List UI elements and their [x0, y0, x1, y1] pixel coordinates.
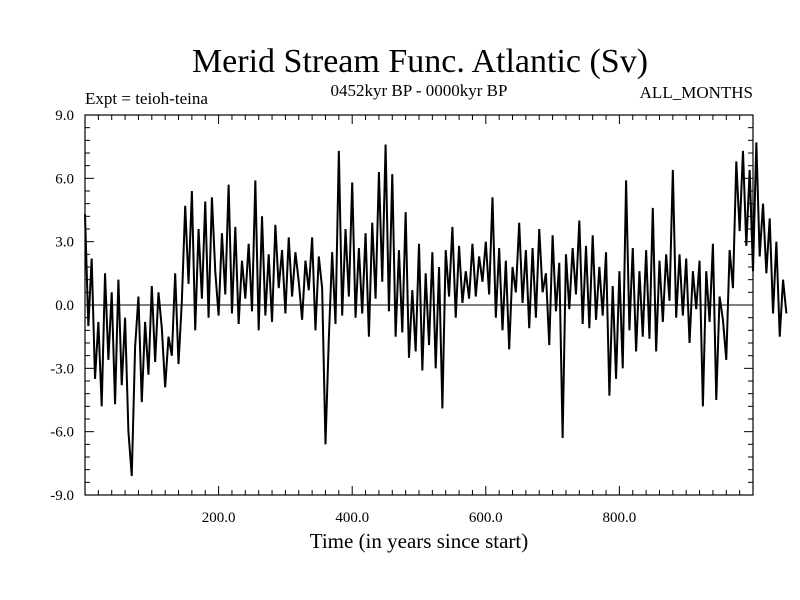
y-tick-label: -6.0: [50, 425, 74, 441]
period-label: 0452kyr BP - 0000kyr BP: [331, 81, 508, 100]
y-tick-label: 0.0: [55, 298, 74, 314]
series-line-0: [84, 142, 788, 477]
chart-title: Merid Stream Func. Atlantic (Sv): [192, 43, 648, 80]
months-label: ALL_MONTHS: [640, 83, 753, 102]
x-tick-label: 600.0: [469, 510, 503, 526]
x-tick-label: 400.0: [335, 510, 369, 526]
y-tick-label: -9.0: [50, 488, 74, 504]
x-axis-label: Time (in years since start): [310, 529, 529, 553]
y-tick-label: 3.0: [55, 235, 74, 251]
experiment-label: Expt = teioh-teina: [85, 89, 208, 108]
y-tick-label: 6.0: [55, 171, 74, 187]
y-tick-label: -3.0: [50, 361, 74, 377]
x-tick-label: 200.0: [202, 510, 236, 526]
x-tick-label: 800.0: [603, 510, 637, 526]
y-tick-label: 9.0: [55, 108, 74, 124]
